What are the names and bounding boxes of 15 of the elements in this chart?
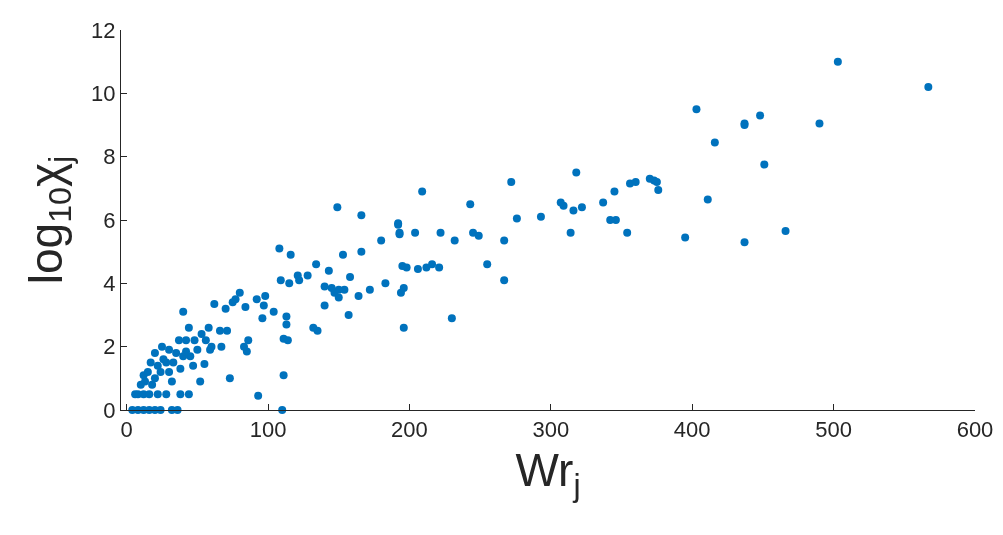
y-tick-label: 6 — [103, 207, 116, 233]
x-tick-label: 500 — [815, 417, 852, 443]
x-tick-label: 100 — [249, 417, 287, 443]
x-tick-label: 200 — [391, 417, 428, 443]
x-axis-title: Wr$_{j}$ — [515, 444, 581, 503]
x-tick-label: 300 — [532, 417, 570, 443]
y-tick-label: 4 — [103, 271, 116, 297]
x-tick-label: 400 — [673, 417, 711, 443]
y-tick-label: 0 — [103, 397, 116, 423]
x-tick-label: 600 — [956, 417, 994, 443]
y-tick-label: 2 — [103, 334, 116, 360]
y-tick-label: 8 — [103, 144, 116, 170]
y-tick-label: 10 — [91, 81, 116, 107]
x-tick-label: 0 — [120, 417, 133, 443]
y-tick-label: 12 — [91, 17, 116, 43]
